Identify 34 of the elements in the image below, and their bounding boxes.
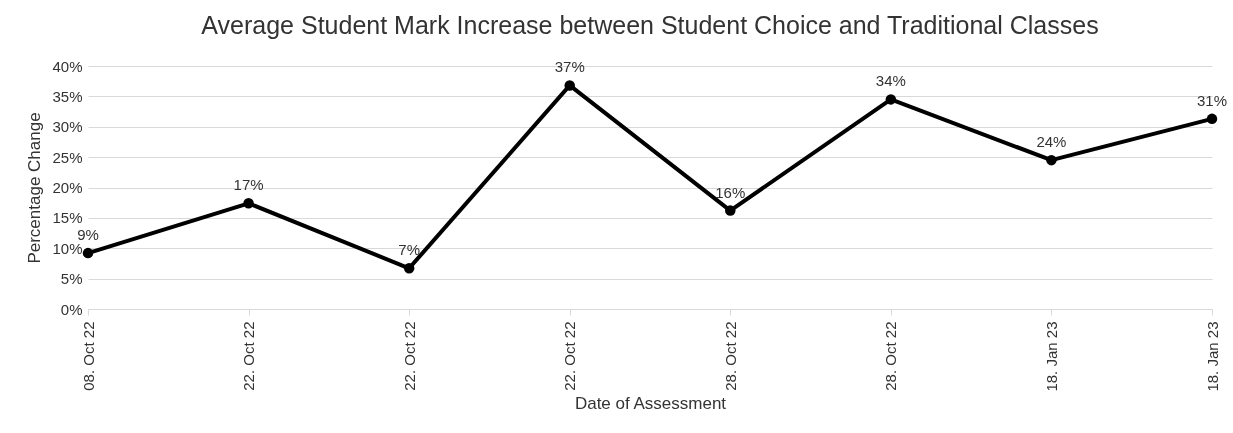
point bbox=[1206, 113, 1218, 125]
data-label: 17% bbox=[233, 176, 264, 194]
y-axis-title: Percentage Change bbox=[25, 112, 45, 264]
data-label: 24% bbox=[1036, 133, 1067, 151]
chart-title: Average Student Mark Increase between Student Choice and Traditional Classes bbox=[201, 11, 1099, 39]
y-tick-label: 20% bbox=[52, 179, 83, 196]
y-tick-label: 25% bbox=[52, 148, 83, 166]
x-tick-label: 22. Oct 22 bbox=[400, 321, 418, 391]
x-tick-label: 18. Jan 23 bbox=[1203, 321, 1221, 392]
x-tick-label: 08. Oct 22 bbox=[79, 321, 97, 391]
point bbox=[725, 205, 736, 216]
y-tick-label: 30% bbox=[52, 118, 83, 136]
x-tick-label: 28. Oct 22 bbox=[721, 321, 739, 391]
point bbox=[82, 247, 94, 259]
data-label: 37% bbox=[554, 58, 585, 76]
point bbox=[1046, 154, 1057, 166]
x-tick-label: 22. Oct 22 bbox=[561, 321, 579, 391]
x-tick-label: 28. Oct 22 bbox=[882, 321, 900, 391]
y-tick-label: 0% bbox=[60, 300, 83, 318]
x-tick-label: 22. Oct 22 bbox=[240, 321, 258, 391]
point bbox=[564, 80, 575, 91]
x-axis-title: Date of Assessment bbox=[574, 393, 727, 413]
y-tick-label: 5% bbox=[60, 270, 83, 288]
x-tick-label: 18. Jan 23 bbox=[1042, 321, 1060, 392]
data-label: 34% bbox=[875, 72, 906, 90]
point bbox=[403, 263, 415, 274]
y-tick-label: 40% bbox=[52, 57, 83, 75]
point bbox=[885, 94, 897, 105]
data-label: 7% bbox=[398, 241, 420, 259]
data-label: 31% bbox=[1196, 91, 1228, 109]
data-label: 16% bbox=[715, 183, 746, 201]
y-tick-label: 15% bbox=[52, 209, 83, 227]
point bbox=[243, 198, 254, 209]
y-tick-label: 35% bbox=[52, 87, 83, 105]
